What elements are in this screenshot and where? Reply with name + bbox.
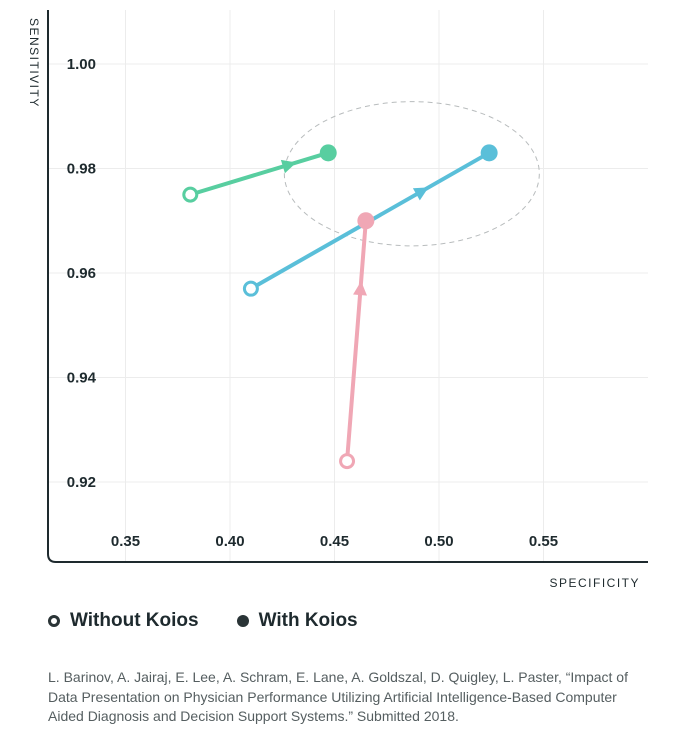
y-tick-label: 1.00	[67, 56, 96, 73]
point-without-koios	[339, 453, 356, 470]
legend-item-without: Without Koios	[48, 610, 199, 632]
legend-item-with: With Koios	[236, 610, 358, 632]
citation: L. Barinov, A. Jairaj, E. Lee, A. Schram…	[48, 669, 628, 724]
point-with-koios	[480, 144, 498, 162]
x-tick-labels: 0.35 0.40 0.45 0.50 0.55	[111, 533, 558, 550]
y-tick-label: 0.96	[67, 265, 96, 282]
series-2	[339, 212, 375, 470]
open-circle-icon	[48, 615, 60, 627]
point-with-koios	[319, 144, 337, 162]
legend-label-without: Without Koios	[70, 610, 199, 631]
direction-arrow-icon	[280, 159, 297, 174]
data-series	[182, 144, 498, 470]
axes	[47, 10, 648, 563]
legend: Without Koios With Koios	[48, 610, 396, 632]
connector-line	[345, 218, 368, 464]
x-tick-label: 0.50	[424, 533, 453, 550]
y-axis-label: SENSITIVITY	[27, 18, 41, 108]
connector-line	[188, 150, 331, 197]
series-0	[182, 144, 337, 203]
x-tick-label: 0.55	[529, 533, 558, 550]
point-without-koios	[182, 186, 199, 203]
x-tick-label: 0.45	[320, 533, 349, 550]
scatter-chart: 1.00 0.98 0.96 0.94 0.92 0.35 0.40 0.45 …	[27, 10, 648, 590]
x-axis-label: SPECIFICITY	[549, 576, 640, 590]
y-tick-label: 0.98	[67, 161, 96, 178]
filled-circle-icon	[236, 615, 249, 627]
point-without-koios	[242, 280, 259, 297]
x-tick-label: 0.40	[215, 533, 244, 550]
x-tick-label: 0.35	[111, 533, 140, 550]
y-tick-labels: 1.00 0.98 0.96 0.94 0.92	[67, 56, 97, 491]
point-with-koios	[357, 212, 375, 230]
direction-arrow-icon	[412, 187, 429, 201]
highlight-region	[283, 101, 540, 247]
legend-label-with: With Koios	[258, 610, 358, 631]
axis-lines	[47, 10, 648, 563]
y-tick-label: 0.94	[67, 370, 97, 387]
dashed-highlight-ellipse	[283, 101, 540, 247]
direction-arrow-icon	[353, 281, 368, 296]
y-tick-label: 0.92	[67, 474, 96, 491]
grid-lines	[49, 10, 648, 561]
